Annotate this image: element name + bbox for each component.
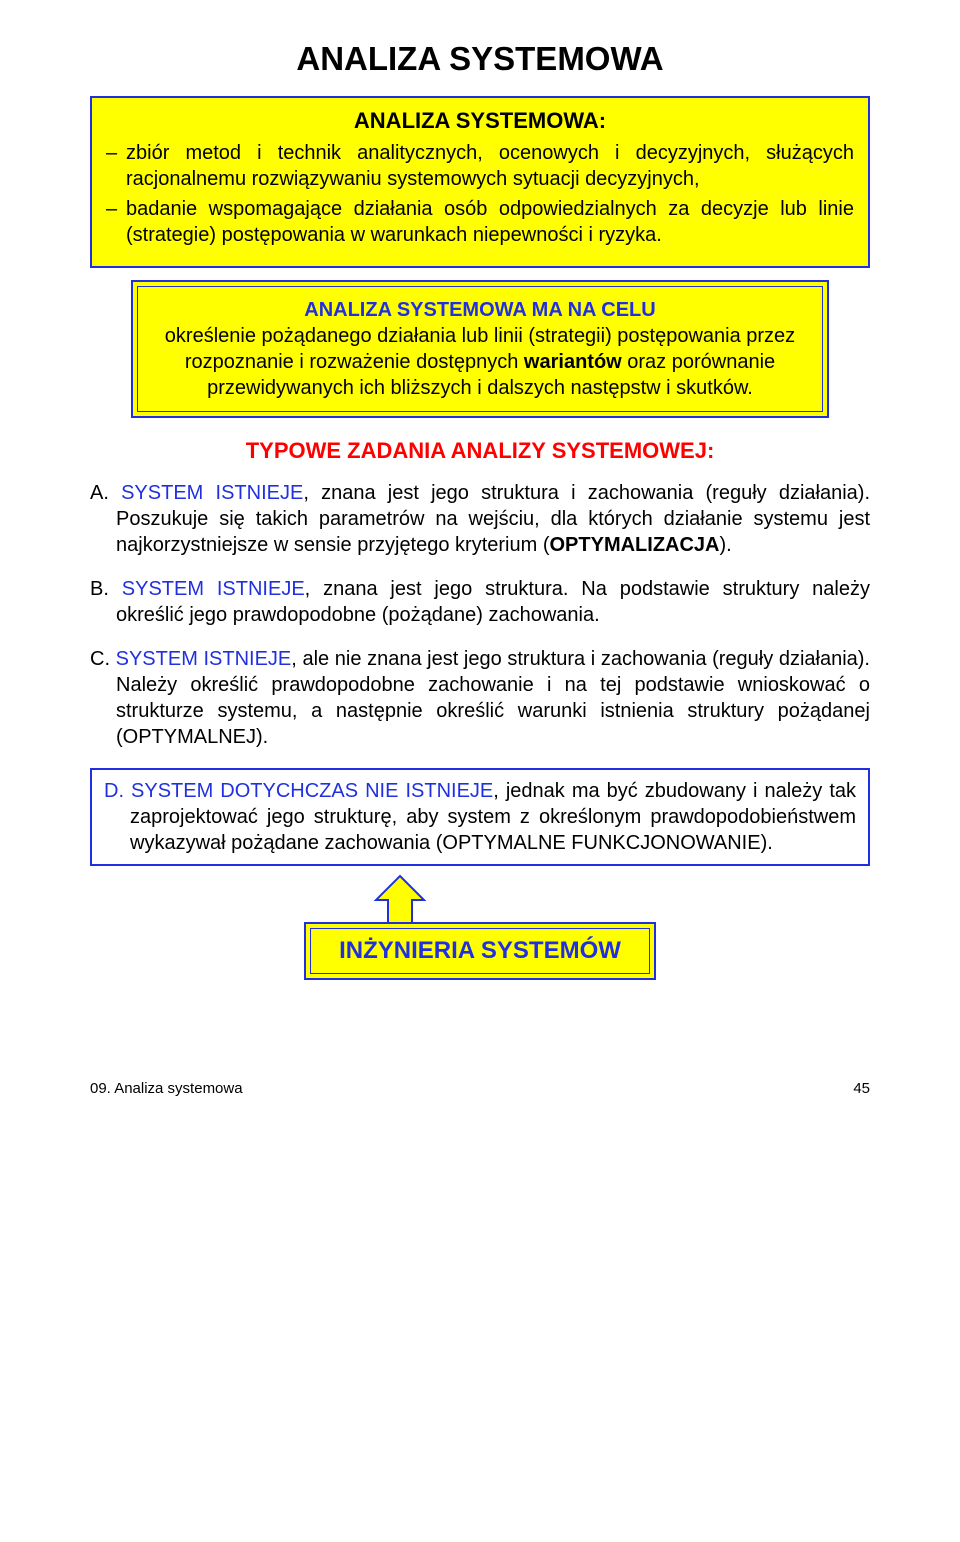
up-arrow-icon	[370, 872, 430, 928]
definition-item-text: badanie wspomagające działania osób odpo…	[126, 196, 854, 248]
task-a: A. SYSTEM ISTNIEJE, znana jest jego stru…	[90, 480, 870, 558]
tasks-heading: TYPOWE ZADANIA ANALIZY SYSTEMOWEJ:	[90, 438, 870, 464]
dash-icon: –	[106, 140, 126, 192]
task-prefix: D.	[104, 780, 131, 802]
definition-item-text: zbiór metod i technik analitycznych, oce…	[126, 140, 854, 192]
task-prefix: B.	[90, 578, 122, 600]
goal-box-inner: ANALIZA SYSTEMOWA MA NA CELU określenie …	[137, 286, 823, 412]
task-d: D. SYSTEM DOTYCHCZAS NIE ISTNIEJE, jedna…	[104, 778, 856, 856]
goal-box-outer: ANALIZA SYSTEMOWA MA NA CELU określenie …	[131, 280, 829, 418]
task-c: C. SYSTEM ISTNIEJE, ale nie znana jest j…	[90, 646, 870, 750]
definition-item: – zbiór metod i technik analitycznych, o…	[106, 140, 854, 192]
goal-head: ANALIZA SYSTEMOWA MA NA CELU	[304, 299, 655, 321]
page-footer: 09. Analiza systemowa 45	[90, 1080, 870, 1097]
task-tail: ).	[720, 534, 732, 556]
footer-left: 09. Analiza systemowa	[90, 1080, 243, 1097]
page-title: ANALIZA SYSTEMOWA	[90, 40, 870, 78]
goal-body-bold: wariantów	[524, 351, 622, 373]
task-prefix: A.	[90, 482, 121, 504]
task-lead: SYSTEM ISTNIEJE	[122, 578, 305, 600]
task-lead: SYSTEM ISTNIEJE	[116, 648, 292, 670]
task-lead: SYSTEM ISTNIEJE	[121, 482, 303, 504]
badge-label: INŻYNIERIA SYSTEMÓW	[310, 928, 650, 974]
definition-box: ANALIZA SYSTEMOWA: – zbiór metod i techn…	[90, 96, 870, 268]
definition-item: – badanie wspomagające działania osób od…	[106, 196, 854, 248]
dash-icon: –	[106, 196, 126, 248]
task-d-box: D. SYSTEM DOTYCHCZAS NIE ISTNIEJE, jedna…	[90, 768, 870, 866]
definition-subtitle: ANALIZA SYSTEMOWA:	[106, 108, 854, 134]
task-lead: SYSTEM DOTYCHCZAS NIE ISTNIEJE	[131, 780, 493, 802]
footer-right: 45	[853, 1080, 870, 1097]
task-prefix: C.	[90, 648, 116, 670]
task-b: B. SYSTEM ISTNIEJE, znana jest jego stru…	[90, 576, 870, 628]
task-bold-tail: OPTYMALIZACJA	[550, 534, 720, 556]
badge-outer: INŻYNIERIA SYSTEMÓW	[304, 922, 656, 980]
